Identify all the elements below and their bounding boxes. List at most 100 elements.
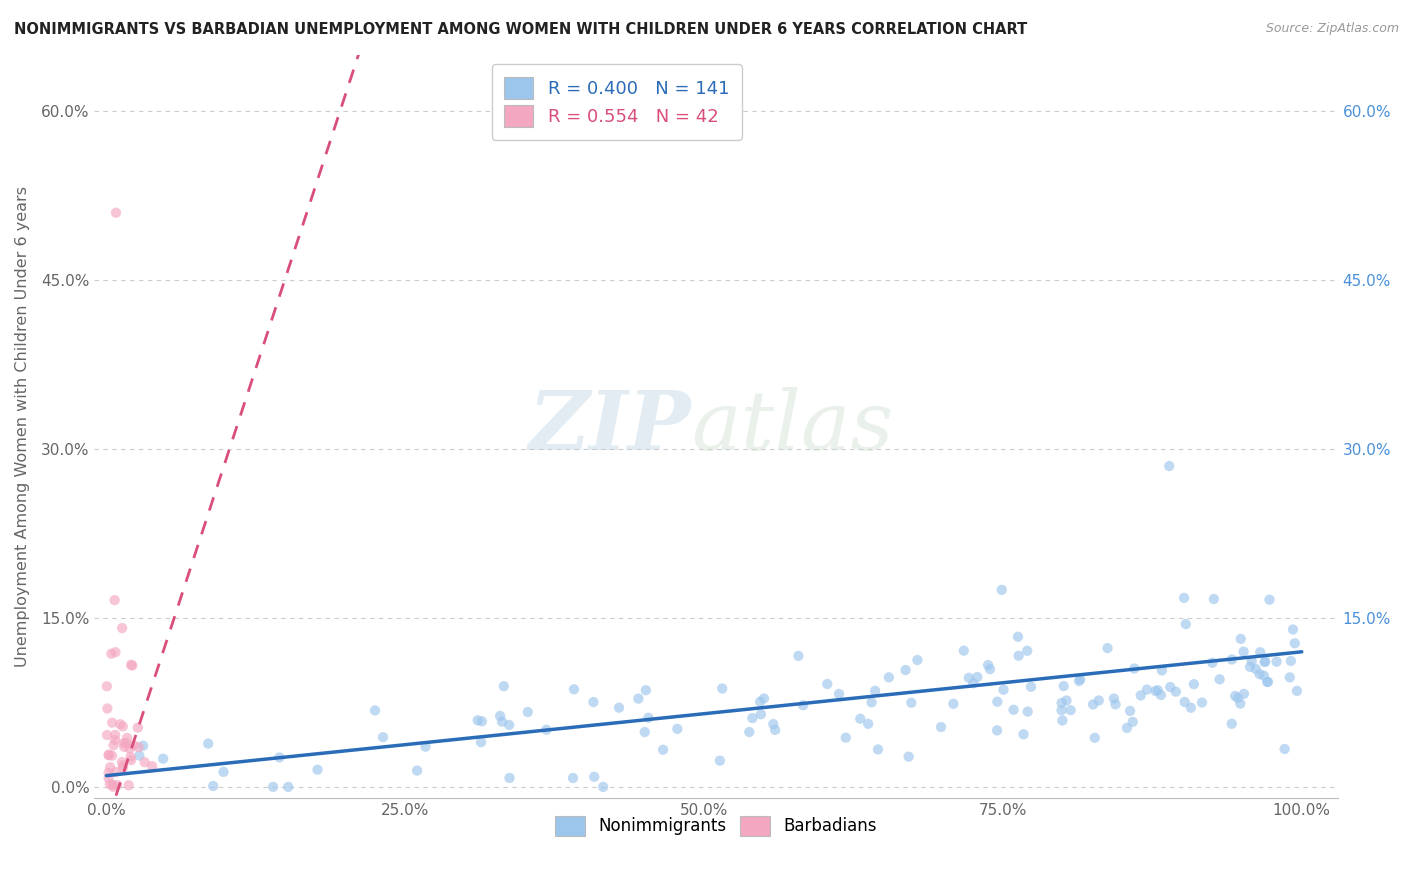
- Point: [1240, 654, 1263, 668]
- Point: [1182, 677, 1205, 691]
- Point: [104, 764, 127, 779]
- Point: [1116, 721, 1139, 735]
- Point: [741, 711, 763, 725]
- Point: [1007, 648, 1029, 663]
- Point: [1284, 636, 1306, 650]
- Point: [132, 739, 155, 753]
- Point: [1180, 700, 1202, 714]
- Y-axis label: Unemployment Among Women with Children Under 6 years: Unemployment Among Women with Children U…: [15, 186, 30, 667]
- Point: [562, 682, 585, 697]
- Point: [1150, 664, 1173, 678]
- Point: [134, 756, 156, 770]
- Point: [516, 705, 538, 719]
- Point: [471, 714, 494, 729]
- Point: [986, 723, 1008, 738]
- Point: [877, 670, 900, 684]
- Point: [121, 658, 143, 673]
- Point: [1249, 645, 1271, 659]
- Point: [1097, 641, 1119, 656]
- Point: [1244, 662, 1267, 676]
- Point: [966, 670, 988, 684]
- Point: [993, 682, 1015, 697]
- Point: [97, 771, 120, 785]
- Point: [120, 657, 142, 672]
- Point: [900, 696, 922, 710]
- Point: [652, 743, 675, 757]
- Point: [104, 645, 127, 659]
- Point: [835, 731, 858, 745]
- Point: [1159, 458, 1181, 473]
- Point: [894, 663, 917, 677]
- Point: [498, 718, 520, 732]
- Point: [141, 759, 163, 773]
- Point: [942, 697, 965, 711]
- Point: [307, 763, 329, 777]
- Point: [863, 683, 886, 698]
- Point: [1119, 704, 1142, 718]
- Point: [277, 780, 299, 794]
- Point: [957, 671, 980, 685]
- Point: [1007, 630, 1029, 644]
- Point: [1087, 693, 1109, 707]
- Point: [1050, 703, 1073, 717]
- Point: [1017, 705, 1039, 719]
- Point: [952, 643, 974, 657]
- Point: [986, 695, 1008, 709]
- Point: [115, 731, 138, 745]
- Point: [108, 717, 131, 731]
- Point: [962, 676, 984, 690]
- Point: [1257, 674, 1279, 689]
- Point: [1191, 696, 1213, 710]
- Point: [977, 658, 1000, 673]
- Point: [1067, 673, 1090, 688]
- Point: [1258, 592, 1281, 607]
- Point: [112, 739, 135, 754]
- Point: [763, 723, 786, 737]
- Point: [111, 719, 134, 733]
- Point: [118, 741, 141, 756]
- Point: [202, 779, 225, 793]
- Point: [101, 715, 124, 730]
- Point: [498, 771, 520, 785]
- Point: [105, 778, 128, 792]
- Point: [152, 752, 174, 766]
- Point: [562, 771, 585, 785]
- Point: [120, 753, 142, 767]
- Point: [406, 764, 429, 778]
- Point: [849, 712, 872, 726]
- Point: [709, 754, 731, 768]
- Point: [111, 755, 134, 769]
- Point: [666, 722, 689, 736]
- Point: [1239, 660, 1261, 674]
- Point: [856, 716, 879, 731]
- Point: [104, 733, 127, 747]
- Point: [1232, 645, 1254, 659]
- Point: [100, 647, 122, 661]
- Point: [1285, 684, 1308, 698]
- Point: [762, 717, 785, 731]
- Text: ZIP: ZIP: [529, 386, 692, 467]
- Point: [1123, 661, 1146, 675]
- Point: [828, 687, 851, 701]
- Point: [1233, 687, 1256, 701]
- Point: [1056, 693, 1078, 707]
- Point: [634, 725, 657, 739]
- Point: [111, 621, 134, 635]
- Point: [415, 739, 437, 754]
- Text: Source: ZipAtlas.com: Source: ZipAtlas.com: [1265, 22, 1399, 36]
- Point: [112, 761, 135, 775]
- Point: [1220, 716, 1243, 731]
- Point: [1279, 654, 1302, 668]
- Point: [1278, 670, 1301, 684]
- Point: [749, 695, 772, 709]
- Point: [96, 679, 118, 693]
- Point: [1081, 698, 1104, 712]
- Point: [634, 683, 657, 698]
- Point: [1122, 714, 1144, 729]
- Point: [1017, 644, 1039, 658]
- Point: [98, 777, 121, 791]
- Point: [1229, 632, 1251, 646]
- Point: [128, 748, 150, 763]
- Point: [112, 758, 135, 772]
- Point: [1253, 668, 1275, 682]
